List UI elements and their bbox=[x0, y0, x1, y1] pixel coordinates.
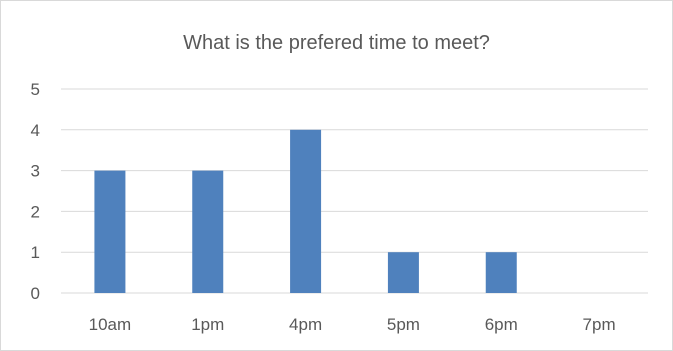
bars bbox=[94, 129, 517, 293]
y-tick-label: 5 bbox=[31, 80, 40, 99]
y-tick-label: 2 bbox=[31, 202, 40, 221]
bar-4pm bbox=[290, 129, 322, 293]
x-tick-label-4pm: 4pm bbox=[289, 315, 322, 334]
bar-1pm bbox=[192, 170, 224, 293]
x-tick-label-1pm: 1pm bbox=[191, 315, 224, 334]
bar-6pm bbox=[485, 252, 517, 293]
chart-title: What is the prefered time to meet? bbox=[183, 32, 490, 54]
y-tick-label: 4 bbox=[31, 121, 40, 140]
bar-5pm bbox=[387, 252, 419, 293]
y-tick-label: 0 bbox=[31, 284, 40, 303]
y-tick-label: 1 bbox=[31, 243, 40, 262]
gridlines bbox=[61, 88, 648, 294]
x-tick-label-10am: 10am bbox=[89, 315, 132, 334]
x-tick-label-5pm: 5pm bbox=[387, 315, 420, 334]
y-axis-ticks: 0 1 2 3 4 5 bbox=[31, 80, 40, 303]
x-tick-label-6pm: 6pm bbox=[485, 315, 518, 334]
y-tick-label: 3 bbox=[31, 162, 40, 181]
x-axis-ticks: 10am 1pm 4pm 5pm 6pm 7pm bbox=[89, 315, 616, 334]
bar-10am bbox=[94, 170, 126, 293]
x-tick-label-7pm: 7pm bbox=[583, 315, 616, 334]
